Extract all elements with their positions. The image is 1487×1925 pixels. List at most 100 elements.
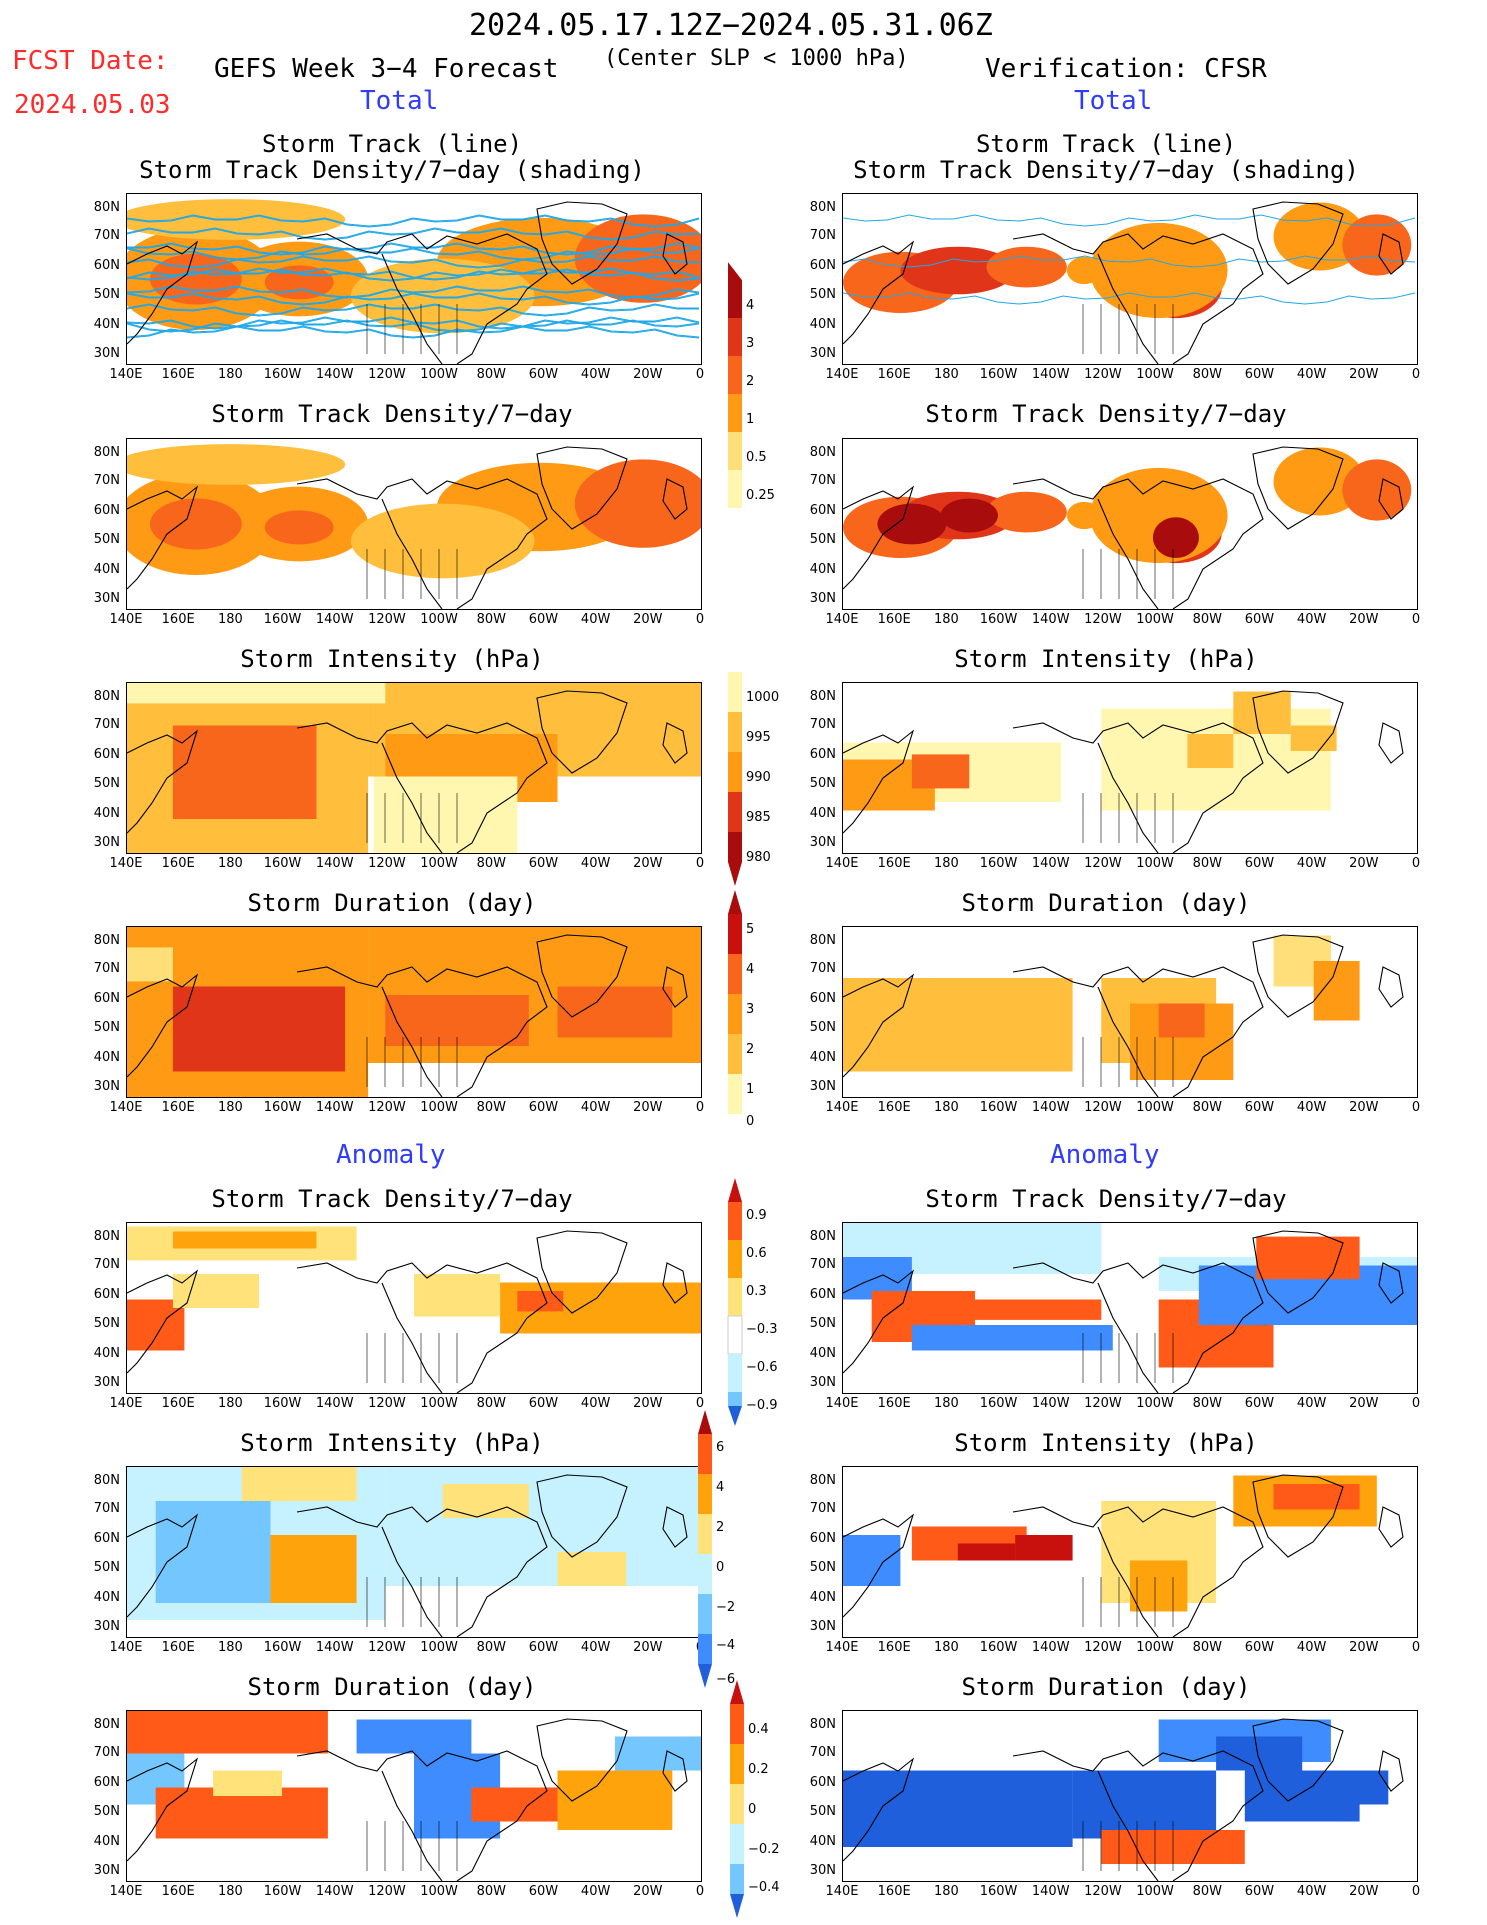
lon-label: 60W: [1244, 1640, 1275, 1655]
lon-label: 0: [695, 1884, 705, 1899]
lon-label: 100W: [420, 1100, 458, 1115]
lon-label: 160W: [263, 1640, 302, 1655]
coastline: [843, 1269, 915, 1374]
lon-label: 80W: [476, 1396, 506, 1411]
map-panel-duration-left: [126, 926, 702, 1098]
storm-track-line: [127, 214, 700, 227]
lon-label: 140W: [1031, 1396, 1070, 1411]
coastline: [381, 1770, 443, 1881]
lon-label: 160W: [263, 1884, 302, 1899]
shaded-cell-block: [213, 1770, 282, 1796]
storm-track-line: [843, 255, 1416, 268]
storm-track-line: [127, 303, 699, 316]
cb-intensity-anom-l5: −4: [716, 1638, 736, 1653]
lat-label: 50N: [809, 1316, 836, 1331]
coastline: [536, 1474, 628, 1558]
lat-label: 80N: [809, 1473, 836, 1488]
lon-label: 100W: [420, 1640, 458, 1655]
section-anomaly-left: Anomaly: [336, 1140, 446, 1170]
coastline: [662, 1262, 688, 1304]
lon-label: 60W: [1244, 612, 1275, 627]
colorbar-duration-anom: 0.4 0.2 0 −0.2 −0.4: [722, 1680, 782, 1920]
title-density-right: Storm Track Density/7−day: [925, 400, 1287, 428]
storm-track-line: [127, 255, 700, 268]
shaded-region: [1152, 517, 1199, 558]
coastline: [1012, 722, 1264, 853]
lon-label: 180: [217, 367, 243, 382]
lon-label: 100W: [1136, 612, 1174, 627]
shaded-cell-block: [911, 1325, 1113, 1351]
shaded-region: [1342, 214, 1412, 276]
map-canvas: [843, 1718, 1404, 1881]
model-title: GEFS Week 3−4 Forecast: [214, 54, 559, 84]
lat-label: 70N: [93, 228, 120, 243]
coastline: [1252, 1474, 1344, 1558]
cb-density-l5: 0.25: [746, 488, 775, 503]
slp-criterion: (Center SLP < 1000 hPa): [604, 46, 909, 71]
lon-label: 100W: [420, 1396, 458, 1411]
lon-label: 140W: [315, 367, 354, 382]
shaded-cell-block: [172, 725, 317, 819]
map-canvas: [843, 690, 1404, 853]
coastline: [1378, 722, 1404, 764]
lon-label: 80W: [476, 1640, 506, 1655]
lat-label: 70N: [809, 1257, 836, 1272]
lon-label: 180: [217, 1396, 243, 1411]
coastline: [296, 722, 548, 853]
lon-label: 20W: [1349, 1396, 1379, 1411]
colorbar-intensity-anom-ramp: [698, 1410, 712, 1688]
lat-label: 40N: [93, 806, 120, 821]
coastline: [381, 253, 443, 364]
coastline: [296, 1506, 548, 1637]
shaded-region: [1066, 256, 1102, 285]
lat-label: 70N: [93, 717, 120, 732]
lon-label: 0: [695, 612, 705, 627]
lon-label: 0: [1411, 1884, 1421, 1899]
lat-label: 80N: [93, 689, 120, 704]
lon-label: 40W: [1296, 1640, 1327, 1655]
lat-label: 70N: [809, 473, 836, 488]
shaded-cell-block: [442, 1484, 529, 1518]
lat-label: 80N: [809, 1229, 836, 1244]
coastline: [127, 1757, 199, 1862]
lon-label: 160W: [263, 856, 302, 871]
lon-label: 180: [217, 1100, 243, 1115]
lon-label: 160E: [161, 1640, 195, 1655]
cb-duration-anom-l1: 0.2: [748, 1762, 769, 1777]
coastline: [843, 973, 915, 1078]
lon-label: 100W: [1136, 856, 1174, 871]
coastline: [1012, 1750, 1264, 1881]
lat-label: 30N: [93, 835, 120, 850]
cb-density-l0: 4: [746, 298, 755, 313]
cb-density-anom-l4: −0.6: [746, 1360, 778, 1375]
lon-label: 120W: [368, 1100, 406, 1115]
colorbar-duration: 5 4 3 2 1 0: [720, 890, 780, 1140]
lon-label: 40W: [580, 612, 611, 627]
lon-label: 120W: [368, 1640, 406, 1655]
shaded-cell-block: [356, 1719, 472, 1754]
lat-label: 30N: [93, 1375, 120, 1390]
lon-label: 40W: [1296, 1396, 1327, 1411]
map-canvas: [127, 1467, 701, 1637]
lon-label: 40W: [1296, 612, 1327, 627]
lon-label: 180: [217, 856, 243, 871]
cb-duration-l1: 4: [746, 962, 755, 977]
lat-label: 50N: [93, 287, 120, 302]
lon-label: 160E: [161, 612, 195, 627]
lat-label: 50N: [93, 1020, 120, 1035]
colorbar-duration-ramp: [728, 890, 742, 1114]
lon-label: 180: [933, 612, 959, 627]
title-track-line-right: Storm Track (line): [975, 130, 1237, 158]
coastline: [1012, 1262, 1264, 1393]
map-canvas: [127, 927, 701, 1097]
lon-label: 40W: [1296, 367, 1327, 382]
colorbar-density-anom: 0.9 0.6 0.3 −0.3 −0.6 −0.9: [720, 1178, 780, 1428]
shaded-cell-block: [414, 1274, 501, 1317]
lon-label: 20W: [633, 367, 663, 382]
lon-label: 160W: [979, 1884, 1018, 1899]
lat-label: 70N: [809, 228, 836, 243]
shaded-cell-block: [1233, 691, 1291, 734]
map-canvas: [127, 444, 701, 609]
lon-label: 120W: [1084, 367, 1122, 382]
shaded-region: [877, 503, 947, 545]
